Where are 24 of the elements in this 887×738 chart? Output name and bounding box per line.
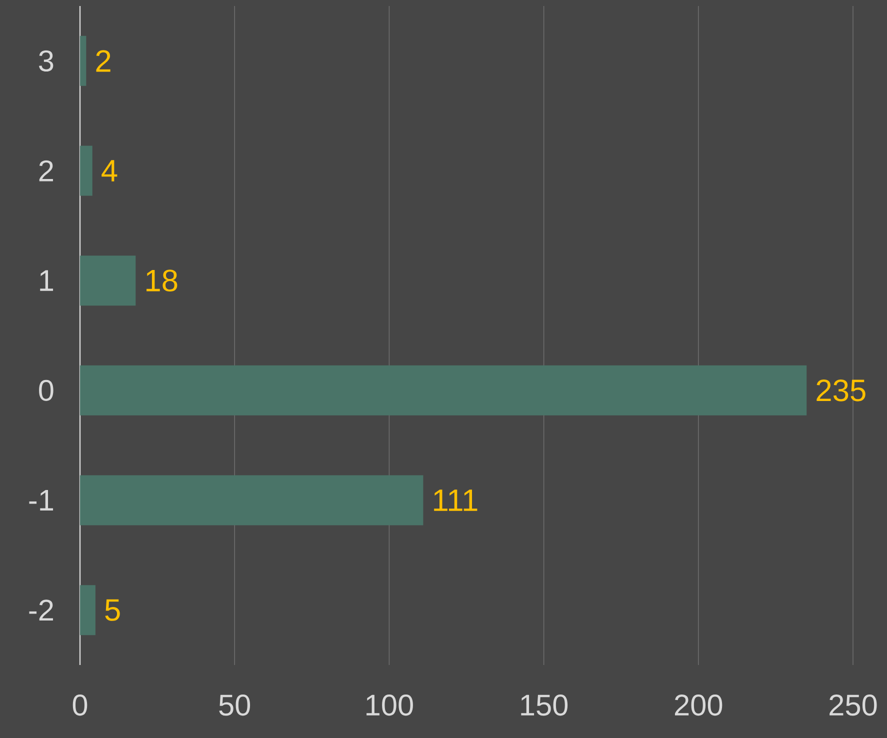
data-label: 111 xyxy=(434,490,478,511)
data-label: 5 xyxy=(105,599,120,621)
x-tick-label: 100 xyxy=(366,694,413,716)
bar xyxy=(80,256,136,306)
y-tick-label: -1 xyxy=(29,490,54,511)
bar xyxy=(80,585,96,636)
data-label: 235 xyxy=(816,379,866,402)
bar xyxy=(80,475,424,526)
data-label: 4 xyxy=(102,160,118,182)
bar xyxy=(80,36,86,86)
bar xyxy=(80,146,92,196)
y-tick-label: 0 xyxy=(39,380,54,402)
x-tick-label: 0 xyxy=(72,694,88,716)
x-tick-label: 150 xyxy=(521,694,568,716)
y-tick-label: -2 xyxy=(29,600,53,621)
bar xyxy=(80,365,807,416)
data-label: 2 xyxy=(96,50,110,72)
x-tick-label: 50 xyxy=(219,694,250,716)
y-tick-label: 2 xyxy=(39,160,53,182)
y-tick-label: 3 xyxy=(39,50,54,72)
x-tick-label: 200 xyxy=(674,694,722,716)
data-label: 18 xyxy=(146,270,178,292)
x-tick-label: 250 xyxy=(830,694,877,716)
y-tick-label: 1 xyxy=(40,270,54,291)
